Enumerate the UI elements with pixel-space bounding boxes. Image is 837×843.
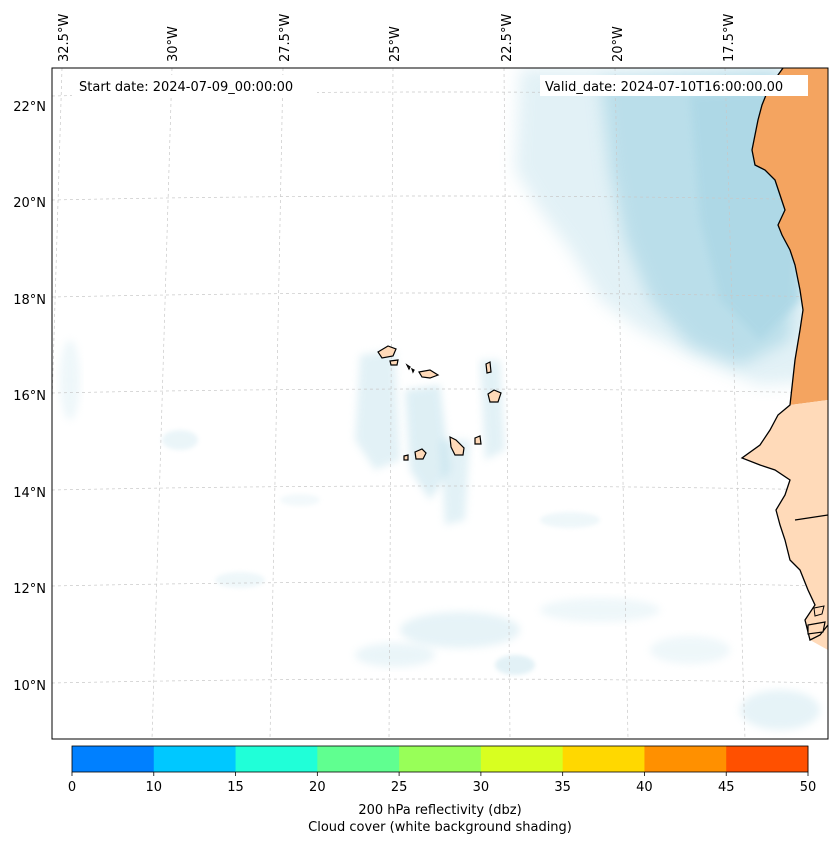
lat-label: 12°N <box>13 582 46 597</box>
lat-label: 16°N <box>13 389 46 404</box>
start-date-box <box>72 75 317 96</box>
map-frame <box>51 67 829 740</box>
colorbar-ticks: 0 10 15 20 25 30 35 40 45 50 <box>68 772 816 795</box>
colorbar-tick-label: 10 <box>146 780 163 795</box>
colorbar-tick-label: 40 <box>636 780 653 795</box>
lat-label: 22°N <box>13 100 46 115</box>
colorbar-segment <box>562 746 645 772</box>
cloud-cover-shading <box>60 68 828 730</box>
colorbar-tick-label: 45 <box>718 780 735 795</box>
colorbar-segment <box>153 746 237 772</box>
colorbar-frame <box>71 745 809 773</box>
longitude-labels: 32.5°W 30°W 27.5°W 25°W 22.5°W 20°W 17.5… <box>57 14 737 62</box>
map-content <box>52 68 828 739</box>
colorbar-tick-label: 20 <box>309 780 326 795</box>
lat-label: 10°N <box>13 679 46 694</box>
lon-label: 22.5°W <box>500 14 515 62</box>
start-date-label: Start date: 2024-07-09_00:00:00 <box>79 80 293 95</box>
lon-label: 25°W <box>388 26 403 62</box>
colorbar-segment <box>317 746 400 772</box>
lon-label: 30°W <box>166 26 181 62</box>
cape-verde-islands <box>377 345 502 461</box>
lat-label: 18°N <box>13 293 46 308</box>
lat-label: 14°N <box>13 486 46 501</box>
colorbar-tick-label: 0 <box>68 780 76 795</box>
colorbar-segment <box>72 746 155 772</box>
colorbar-tick-label: 50 <box>800 780 817 795</box>
latitude-labels: 22°N 20°N 18°N 16°N 14°N 12°N 10°N <box>13 100 46 694</box>
lon-label: 17.5°W <box>722 14 737 62</box>
colorbar <box>72 746 809 772</box>
valid-date-box <box>540 75 808 96</box>
lon-label: 20°W <box>611 26 626 62</box>
lon-label: 32.5°W <box>57 14 72 62</box>
colorbar-tick-label: 25 <box>391 780 408 795</box>
colorbar-tick-label: 30 <box>473 780 490 795</box>
colorbar-label: 200 hPa reflectivity (dbz) <box>358 803 521 818</box>
colorbar-segment <box>644 746 727 772</box>
lon-label: 27.5°W <box>278 14 293 62</box>
colorbar-segment <box>235 746 318 772</box>
colorbar-tick-label: 35 <box>554 780 571 795</box>
colorbar-segment <box>726 746 809 772</box>
colorbar-segment <box>399 746 482 772</box>
africa-landmass <box>740 68 828 650</box>
valid-date-label: Valid_date: 2024-07-10T16:00:00.00 <box>545 80 783 95</box>
colorbar-sublabel: Cloud cover (white background shading) <box>308 820 572 835</box>
colorbar-tick-label: 15 <box>227 780 244 795</box>
colorbar-segment <box>480 746 564 772</box>
lat-label: 20°N <box>13 196 46 211</box>
